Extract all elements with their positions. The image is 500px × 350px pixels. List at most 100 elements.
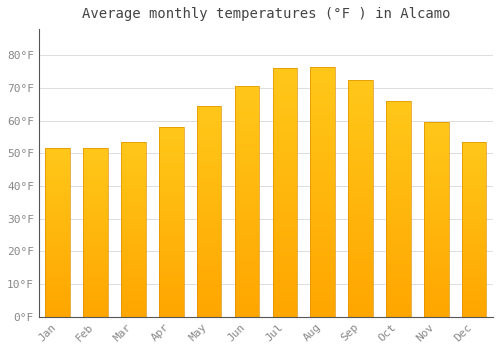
Bar bbox=[424, 202, 448, 204]
Bar bbox=[159, 256, 184, 258]
Bar bbox=[348, 270, 373, 272]
Bar bbox=[121, 257, 146, 259]
Bar bbox=[424, 167, 448, 169]
Bar bbox=[84, 278, 108, 280]
Bar bbox=[462, 161, 486, 163]
Bar bbox=[386, 233, 410, 235]
Bar bbox=[121, 166, 146, 168]
Bar bbox=[46, 256, 70, 258]
Bar bbox=[197, 135, 222, 138]
Bar bbox=[272, 165, 297, 168]
Bar bbox=[159, 199, 184, 201]
Bar bbox=[197, 171, 222, 173]
Bar bbox=[84, 285, 108, 287]
Bar bbox=[84, 155, 108, 157]
Bar bbox=[234, 91, 260, 93]
Bar bbox=[272, 68, 297, 317]
Bar bbox=[386, 235, 410, 237]
Bar bbox=[84, 256, 108, 258]
Bar bbox=[121, 147, 146, 149]
Bar bbox=[386, 274, 410, 276]
Bar bbox=[348, 144, 373, 146]
Bar bbox=[84, 280, 108, 281]
Bar bbox=[310, 99, 335, 102]
Bar bbox=[424, 260, 448, 262]
Bar bbox=[234, 218, 260, 220]
Bar bbox=[310, 294, 335, 297]
Bar bbox=[234, 100, 260, 103]
Bar bbox=[197, 148, 222, 150]
Bar bbox=[234, 206, 260, 209]
Bar bbox=[310, 282, 335, 284]
Bar bbox=[234, 137, 260, 139]
Bar bbox=[348, 267, 373, 270]
Bar bbox=[310, 104, 335, 107]
Bar bbox=[121, 194, 146, 196]
Bar bbox=[159, 195, 184, 197]
Bar bbox=[424, 307, 448, 309]
Bar bbox=[234, 123, 260, 125]
Bar bbox=[121, 163, 146, 164]
Bar bbox=[121, 304, 146, 306]
Bar bbox=[310, 257, 335, 259]
Bar bbox=[386, 192, 410, 194]
Bar bbox=[46, 250, 70, 251]
Bar bbox=[159, 279, 184, 281]
Bar bbox=[424, 142, 448, 143]
Bar bbox=[386, 161, 410, 163]
Bar bbox=[424, 222, 448, 223]
Bar bbox=[424, 177, 448, 178]
Bar bbox=[46, 263, 70, 265]
Bar bbox=[424, 270, 448, 272]
Bar bbox=[348, 248, 373, 251]
Bar bbox=[272, 208, 297, 210]
Bar bbox=[197, 232, 222, 234]
Bar bbox=[197, 247, 222, 249]
Bar bbox=[84, 159, 108, 160]
Bar bbox=[272, 237, 297, 240]
Bar bbox=[121, 187, 146, 189]
Bar bbox=[121, 289, 146, 290]
Bar bbox=[272, 148, 297, 150]
Bar bbox=[197, 298, 222, 300]
Bar bbox=[197, 207, 222, 209]
Bar bbox=[121, 273, 146, 275]
Bar bbox=[234, 158, 260, 160]
Bar bbox=[197, 167, 222, 169]
Bar bbox=[272, 260, 297, 262]
Bar bbox=[159, 277, 184, 279]
Bar bbox=[272, 100, 297, 103]
Bar bbox=[234, 139, 260, 142]
Bar bbox=[272, 128, 297, 131]
Bar bbox=[348, 224, 373, 227]
Bar bbox=[121, 313, 146, 315]
Bar bbox=[234, 257, 260, 259]
Bar bbox=[272, 222, 297, 225]
Bar bbox=[121, 250, 146, 252]
Bar bbox=[272, 215, 297, 217]
Bar bbox=[84, 283, 108, 285]
Bar bbox=[46, 148, 70, 317]
Bar bbox=[272, 297, 297, 299]
Bar bbox=[159, 127, 184, 317]
Bar bbox=[159, 142, 184, 144]
Bar bbox=[84, 152, 108, 153]
Bar bbox=[348, 196, 373, 198]
Bar bbox=[462, 273, 486, 275]
Bar bbox=[159, 231, 184, 233]
Bar bbox=[462, 250, 486, 252]
Bar bbox=[234, 181, 260, 183]
Bar bbox=[46, 228, 70, 229]
Bar bbox=[386, 224, 410, 226]
Bar bbox=[121, 191, 146, 192]
Bar bbox=[310, 189, 335, 192]
Bar bbox=[310, 312, 335, 314]
Bar bbox=[159, 288, 184, 290]
Bar bbox=[348, 87, 373, 89]
Bar bbox=[46, 167, 70, 169]
Bar bbox=[197, 106, 222, 317]
Bar bbox=[348, 284, 373, 286]
Bar bbox=[386, 250, 410, 252]
Bar bbox=[197, 268, 222, 271]
Bar bbox=[272, 220, 297, 222]
